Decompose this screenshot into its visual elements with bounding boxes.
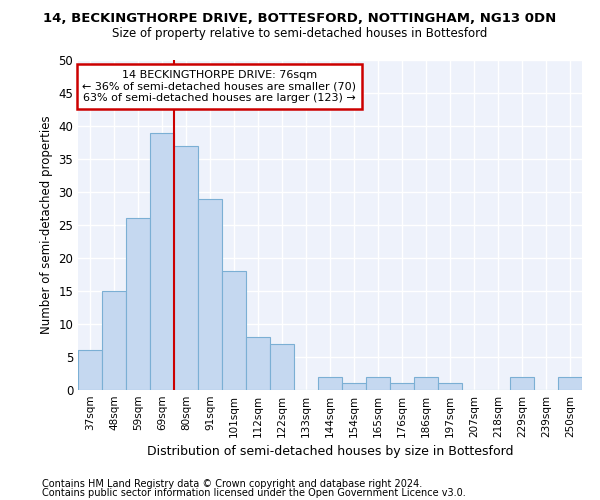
Text: 14, BECKINGTHORPE DRIVE, BOTTESFORD, NOTTINGHAM, NG13 0DN: 14, BECKINGTHORPE DRIVE, BOTTESFORD, NOT… — [43, 12, 557, 26]
Bar — [558, 377, 582, 390]
Bar — [510, 377, 534, 390]
Bar — [246, 337, 270, 390]
Bar — [366, 377, 390, 390]
Bar — [102, 291, 126, 390]
Bar — [222, 271, 246, 390]
Bar — [390, 384, 414, 390]
Text: Contains HM Land Registry data © Crown copyright and database right 2024.: Contains HM Land Registry data © Crown c… — [42, 479, 422, 489]
Bar — [270, 344, 294, 390]
Bar — [342, 384, 366, 390]
X-axis label: Distribution of semi-detached houses by size in Bottesford: Distribution of semi-detached houses by … — [147, 446, 513, 458]
Text: Size of property relative to semi-detached houses in Bottesford: Size of property relative to semi-detach… — [112, 28, 488, 40]
Bar — [438, 384, 462, 390]
Bar — [174, 146, 198, 390]
Bar — [318, 377, 342, 390]
Bar — [198, 198, 222, 390]
Bar — [78, 350, 102, 390]
Bar — [414, 377, 438, 390]
Y-axis label: Number of semi-detached properties: Number of semi-detached properties — [40, 116, 53, 334]
Bar — [150, 132, 174, 390]
Text: 14 BECKINGTHORPE DRIVE: 76sqm
← 36% of semi-detached houses are smaller (70)
63%: 14 BECKINGTHORPE DRIVE: 76sqm ← 36% of s… — [82, 70, 356, 103]
Text: Contains public sector information licensed under the Open Government Licence v3: Contains public sector information licen… — [42, 488, 466, 498]
Bar — [126, 218, 150, 390]
